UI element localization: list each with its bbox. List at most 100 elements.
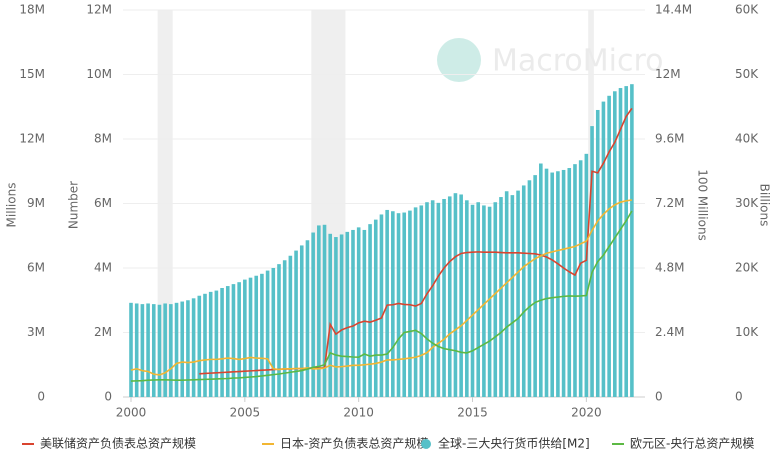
y3-tick-label: 4.8M [655,261,684,275]
bar [618,88,623,398]
bar [465,200,469,397]
y2-tick-label: 6M [94,196,112,210]
bar [277,264,281,397]
x-tick-label: 2010 [343,406,374,420]
bar [573,164,577,397]
y4-tick-label: 40K [735,132,759,146]
y4-tick-label: 10K [735,325,759,339]
y4-tick-label: 30K [735,196,759,210]
y2-tick-label: 12M [86,3,112,17]
y2-tick-label: 10M [86,67,112,81]
y2-tick-label: 4M [94,261,112,275]
line-series [199,107,633,375]
y-tick-label: 0 [37,390,45,404]
y4-tick-label: 0 [735,390,743,404]
bar [408,210,412,397]
bar [544,168,549,397]
bar [163,303,167,397]
legend: 美联储资产负债表总资产规模 日本-资产负债表总资产规模 全球-三大央行货币供给[M2… [22,436,754,451]
bar [453,193,458,397]
bar [630,84,634,398]
watermark: MacroMicro [437,38,664,82]
y-axis-title: Millions [5,183,19,228]
bar [499,197,503,397]
bar [129,302,133,397]
bar [169,304,173,397]
bar [550,172,555,397]
y3-tick-label: 7.2M [655,196,684,210]
bar [430,200,435,397]
bar [146,303,150,397]
bar [624,86,629,398]
y4-axis-title: Billions [758,184,772,227]
bar [419,205,424,397]
bar [317,225,321,397]
y3-tick-label: 0 [655,390,663,404]
bar [584,153,589,397]
legend-item: 欧元区-央行总资产规模 [612,436,754,451]
bar [459,194,463,397]
bar [487,206,492,397]
legend-item: 日本-资产负债表总资产规模 [262,436,428,451]
bar [220,287,224,397]
y2-tick-label: 8M [94,132,112,146]
bar [510,195,515,397]
bar [578,160,583,397]
bar [447,196,452,397]
bar [197,295,202,397]
bar [339,234,344,397]
bar [305,240,310,397]
y-tick-label: 9M [27,196,45,210]
y3-tick-label: 2.4M [655,325,684,339]
bar [328,233,333,397]
y-tick-label: 15M [19,67,45,81]
bar [191,298,196,397]
bar [140,304,145,397]
y-tick-label: 18M [19,3,45,17]
bar [385,209,389,397]
bar [504,191,509,397]
y-tick-label: 6M [27,261,45,275]
bar [345,231,350,397]
bar [254,275,259,397]
bar [134,303,139,397]
bar [527,180,532,397]
y3-tick-label: 9.6M [655,132,684,146]
bar [157,304,162,397]
bar [322,224,327,397]
bar [248,277,253,397]
bar [186,300,190,397]
y4-tick-label: 20K [735,261,759,275]
y3-tick-label: 12M [655,67,681,81]
bar [539,163,543,397]
y4-tick-label: 60K [735,3,759,17]
legend-label: 美联储资产负债表总资产规模 [40,436,196,451]
bar [311,232,315,397]
x-tick-label: 2005 [230,406,261,420]
bar [373,219,378,397]
bar [356,227,361,397]
bar [533,175,537,397]
bar [590,126,594,397]
bar [237,282,241,397]
bar [493,202,498,397]
bar [521,185,526,397]
bar [294,250,298,397]
bar [180,301,185,397]
bar [282,260,287,397]
bar [556,171,560,397]
bar [214,290,219,397]
bar [265,270,270,397]
y2-tick-label: 2M [94,325,112,339]
bar [334,237,338,397]
bar [362,229,367,397]
bar [396,213,401,397]
bar [442,198,446,397]
line-series [130,199,633,376]
bar [260,273,264,397]
legend-item: 美联储资产负债表总资产规模 [22,436,196,451]
bar [595,109,600,397]
y2-axis-title: Number [67,181,81,229]
bar [379,214,384,397]
